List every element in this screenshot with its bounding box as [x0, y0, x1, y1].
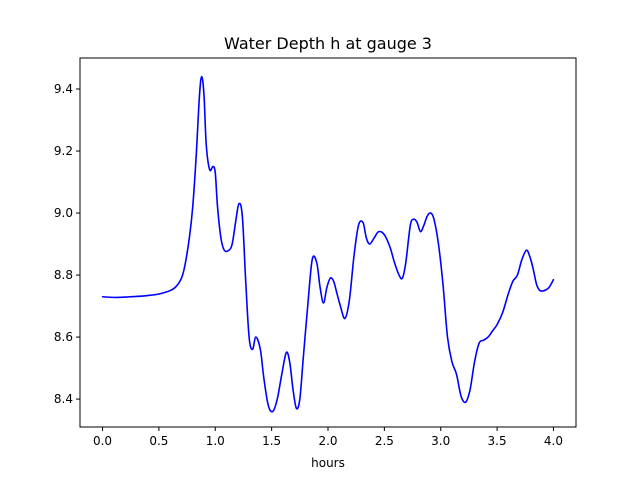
y-tick-label: 8.4: [54, 392, 73, 406]
x-tick-label: 2.5: [375, 434, 394, 448]
water-depth-series-line: [101, 75, 555, 413]
x-tick-label: 1.0: [206, 434, 225, 448]
x-axis-label: hours: [311, 456, 345, 470]
x-tick-label: 1.5: [262, 434, 281, 448]
x-tick-label: 4.0: [544, 434, 563, 448]
y-tick-label: 8.6: [54, 330, 73, 344]
x-tick-label: 0.0: [93, 434, 112, 448]
y-tick-label: 9.2: [54, 144, 73, 158]
y-tick-label: 9.0: [54, 206, 73, 220]
plot-frame: [79, 57, 577, 428]
y-tick-label: 9.4: [54, 82, 73, 96]
x-tick-label: 0.5: [149, 434, 168, 448]
chart-title: Water Depth h at gauge 3: [224, 34, 432, 53]
x-tick-label: 3.5: [488, 434, 507, 448]
x-tick-label: 3.0: [431, 434, 450, 448]
y-tick-label: 8.8: [54, 268, 73, 282]
x-tick-label: 2.0: [318, 434, 337, 448]
